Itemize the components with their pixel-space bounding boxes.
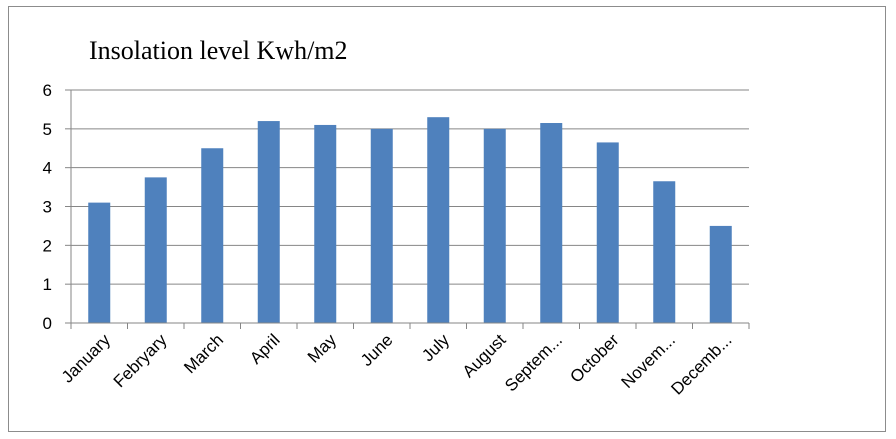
bars	[88, 117, 732, 323]
axes	[65, 89, 750, 329]
x-tick-label: January	[58, 330, 115, 387]
x-tick-label: August	[459, 330, 510, 381]
bar	[596, 142, 619, 323]
bar	[88, 202, 111, 323]
gridlines	[71, 89, 749, 285]
x-tick-label: Decemb...	[667, 330, 735, 398]
x-tick-label: Septem...	[501, 330, 566, 395]
x-tick-label: June	[357, 330, 397, 370]
bar	[201, 148, 224, 323]
y-tick-label: 4	[43, 159, 52, 178]
x-tick-label: April	[246, 330, 283, 367]
bar	[427, 117, 450, 323]
bar	[709, 225, 732, 323]
y-tick-label: 6	[43, 81, 52, 100]
chart-title: Insolation level Kwh/m2	[89, 36, 348, 65]
x-tick-label: October	[566, 330, 622, 386]
bar	[257, 121, 280, 323]
x-tick-label: Febryary	[110, 330, 171, 391]
y-tick-label: 1	[43, 275, 52, 294]
y-tick-labels: 0 1 2 3 4 5 6	[43, 81, 52, 333]
bar	[370, 128, 393, 323]
y-tick-label: 0	[43, 314, 52, 333]
x-tick-label: July	[418, 330, 453, 365]
bar	[653, 181, 676, 323]
x-tick-label: March	[180, 330, 227, 377]
bar	[540, 123, 563, 323]
y-tick-label: 2	[43, 236, 52, 255]
x-tick-label: May	[304, 330, 340, 366]
bar	[483, 128, 506, 323]
bar	[314, 124, 337, 323]
bar	[144, 177, 167, 323]
y-tick-label: 3	[43, 198, 52, 217]
y-tick-label: 5	[43, 120, 52, 139]
